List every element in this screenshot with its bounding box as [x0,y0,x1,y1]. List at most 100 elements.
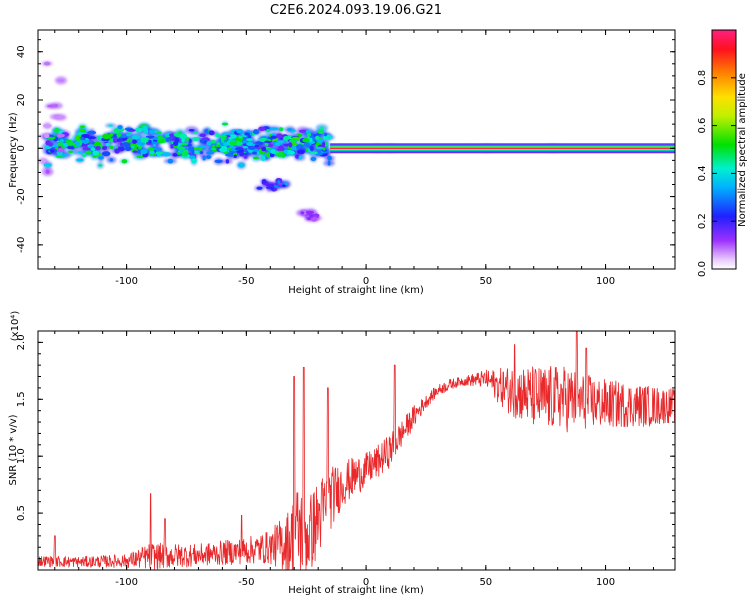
spectrogram-blob [56,133,65,138]
spectrogram-blob [117,125,123,130]
spectrogram-blob [131,134,141,140]
spectrogram-blob [246,141,254,146]
spectrogram-blob [98,164,103,167]
spectrogram-blob [310,156,317,161]
spectrogram-blob [54,114,58,119]
spectrogram-blob [154,151,164,155]
spectrogram-blob [286,150,295,154]
spectrogram-blob [236,129,244,134]
spectrogram-blob [251,151,258,155]
colorbar-tick-label: 0.6 [697,118,708,134]
spectrogram-blob [199,133,207,138]
spectrogram-blob [117,146,125,152]
spectrogram-blob [90,147,96,152]
x-tick-label: -50 [238,577,254,588]
spectrogram-blob [152,136,159,140]
spectrogram-blob [277,180,281,184]
spectrogram-blob [57,79,65,82]
x-tick-label: 50 [479,276,492,287]
x-tick-label: 100 [596,577,615,588]
spectrogram-blob [109,158,113,162]
spectrogram-blob [132,139,137,144]
spectrogram-blob [233,154,237,158]
spectrogram-blob [169,133,174,137]
spectrogram-blob [193,150,199,154]
spectrogram-blob [266,128,270,132]
snr-series-line [38,331,675,570]
spectrogram-blob [105,142,111,147]
spectrogram-blob [152,143,157,147]
spectrogram-blob [120,134,128,138]
snr-ylabel: SNR (10 * v/v) [8,414,19,485]
spectrogram-blob [266,152,271,157]
spectrogram-blob [85,150,92,155]
spectrogram-blob [248,149,253,153]
spectrogram-blob [268,143,274,148]
x-tick-label: 100 [596,276,615,287]
spectrogram-blob [82,147,89,151]
spectrogram-blob [296,133,303,138]
x-tick-label: 0 [363,577,369,588]
colorbar-tick-label: 0.8 [697,70,708,86]
spectrogram-blob [75,141,81,147]
spectrogram-blob [101,146,108,151]
spectrogram-blob [149,150,155,155]
spectrogram-blob [188,138,192,144]
spectrogram-blob [320,126,324,131]
x-tick-label: 0 [363,276,369,287]
spectrogram-blob [206,151,214,155]
spectrogram-blob [165,137,170,142]
spectrogram-blob [276,133,283,139]
spectrogram-blob [179,133,188,139]
spectrogram-blob [269,127,279,131]
spectrogram-blob [79,128,84,133]
spectrogram-blob [215,144,221,147]
y-tick-label: 40 [16,45,27,58]
spectrogram-blob [173,140,179,147]
spectrogram-blob [258,126,266,132]
spectrogram-blob [199,151,204,155]
spectrogram-blob [309,151,319,155]
spectrogram-blob [302,137,310,143]
spectrogram-blob [81,139,91,143]
spectrogram-blob [45,169,50,174]
spectrogram-blob [298,129,307,133]
spectrogram-blob [191,150,195,155]
spectrogram-ylabel: Frequency (Hz) [8,112,19,188]
spectrogram-blob [277,140,285,144]
spectrogram-blob [225,153,235,157]
spectrogram-blob [204,129,209,134]
spectrogram-blob [44,133,50,139]
spectrogram-blob [244,152,249,156]
spectrogram-blob [296,145,301,150]
spectrogram-blob [277,145,285,151]
spectrogram-blob [244,132,250,136]
spectrogram-blob [82,152,87,158]
spectrogram-blob [77,150,82,154]
spectrogram-blob [136,148,142,154]
spectrogram-blob [140,149,148,155]
spectrogram-blob [238,135,243,139]
spectrogram-blob [243,155,248,159]
spectrogram-blob [66,141,75,146]
spectrogram-blob [288,142,293,148]
spectrogram-blob [59,139,64,143]
spectrogram-blob [181,138,185,143]
spectrogram-blob [91,141,95,145]
spectrogram-blob [246,138,253,142]
y-tick-label: 2.0 [16,334,27,350]
spectrogram-blob [177,146,185,151]
spectrogram-blob [50,144,59,148]
spectrogram-blob [162,152,171,157]
spectrogram-blob [298,155,303,160]
spectrogram-blob [215,132,220,138]
spectrogram-blob [270,135,278,139]
spectrogram-blob [191,158,197,164]
carrier-band [330,147,675,149]
spectrogram-blob [108,124,113,127]
spectrogram-blob [109,145,114,150]
spectrogram-blob [101,151,111,157]
spectrogram-blob [225,159,230,164]
spectrogram-blob [80,125,86,128]
